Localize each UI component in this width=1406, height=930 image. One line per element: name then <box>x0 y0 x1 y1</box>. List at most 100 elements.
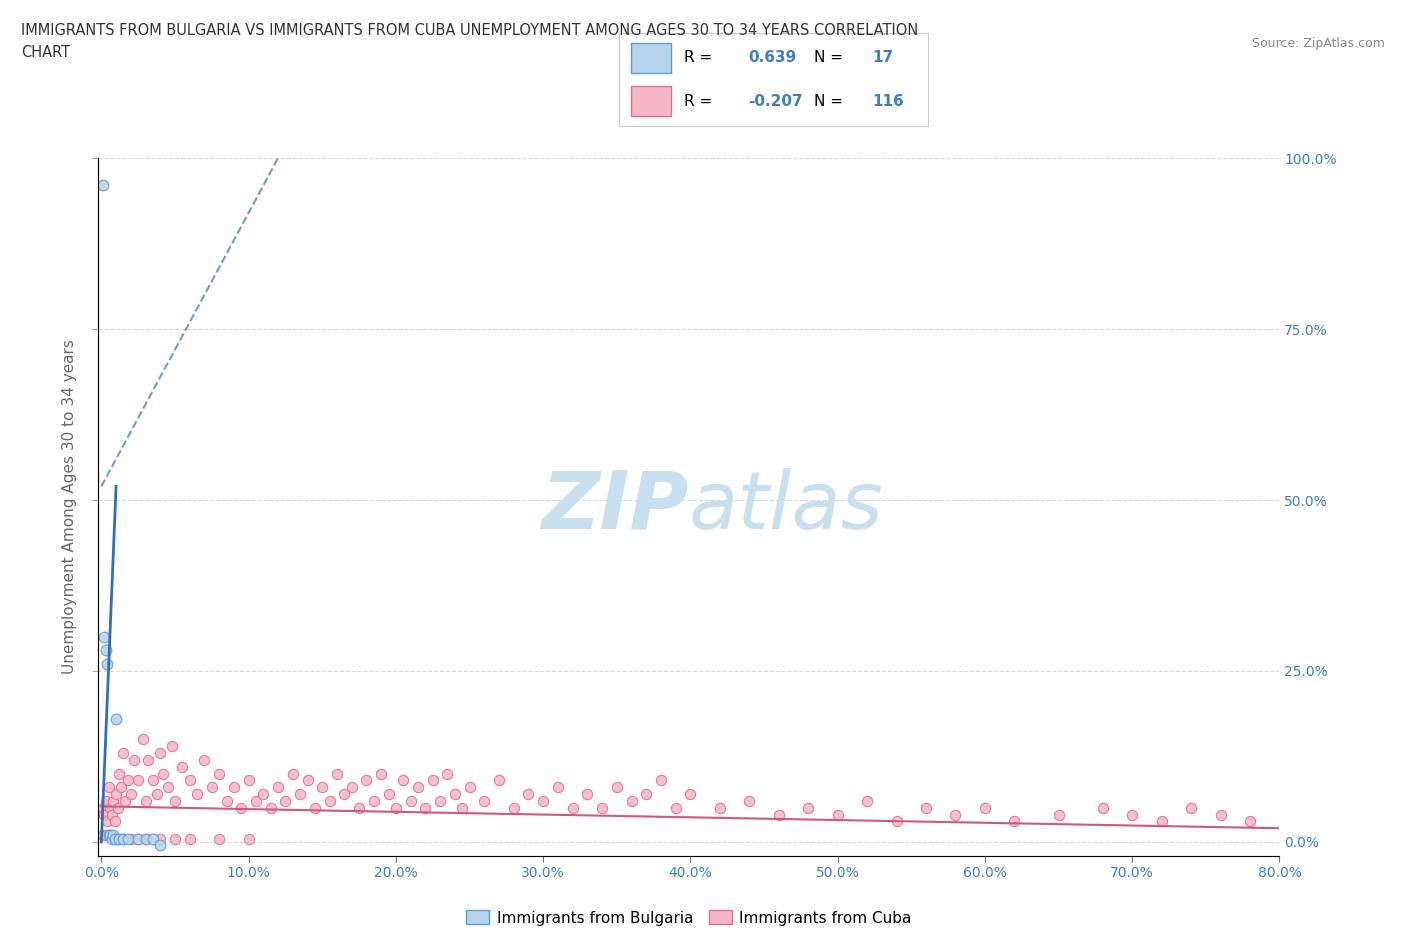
Point <box>238 773 260 788</box>
Point <box>591 801 613 816</box>
Point <box>146 787 169 802</box>
Point <box>127 831 149 846</box>
Text: 17: 17 <box>872 50 893 65</box>
Point <box>149 831 172 846</box>
Point <box>156 779 179 794</box>
Text: R =: R = <box>683 94 711 109</box>
Point <box>98 828 121 843</box>
Point <box>108 766 131 781</box>
Point <box>333 787 356 802</box>
Text: IMMIGRANTS FROM BULGARIA VS IMMIGRANTS FROM CUBA UNEMPLOYMENT AMONG AGES 30 TO 3: IMMIGRANTS FROM BULGARIA VS IMMIGRANTS F… <box>21 23 918 38</box>
Point <box>94 828 117 843</box>
Text: N =: N = <box>814 50 842 65</box>
Point <box>94 643 117 658</box>
Point <box>179 831 201 846</box>
Point <box>160 738 183 753</box>
Point <box>201 779 224 794</box>
Point <box>281 766 304 781</box>
Point <box>561 801 583 816</box>
Point <box>108 831 131 846</box>
Point <box>1002 814 1025 829</box>
Point <box>117 831 139 846</box>
Point <box>152 766 174 781</box>
Point <box>135 831 157 846</box>
Point <box>108 831 131 846</box>
Text: Source: ZipAtlas.com: Source: ZipAtlas.com <box>1251 37 1385 50</box>
Point <box>827 807 849 822</box>
Y-axis label: Unemployment Among Ages 30 to 34 years: Unemployment Among Ages 30 to 34 years <box>62 339 77 674</box>
Legend: Immigrants from Bulgaria, Immigrants from Cuba: Immigrants from Bulgaria, Immigrants fro… <box>460 904 918 930</box>
Point <box>97 779 120 794</box>
Point <box>101 828 124 843</box>
Point <box>318 793 340 808</box>
Point <box>451 801 474 816</box>
Point <box>172 759 194 774</box>
Point <box>1121 807 1143 822</box>
Point <box>340 779 363 794</box>
Point <box>96 657 118 671</box>
Point <box>112 746 135 761</box>
Point <box>288 787 311 802</box>
Point <box>91 178 114 193</box>
Text: 0.639: 0.639 <box>748 50 797 65</box>
Point <box>1150 814 1173 829</box>
Point <box>347 801 370 816</box>
Point <box>131 732 153 747</box>
Point <box>245 793 267 808</box>
Point <box>98 828 121 843</box>
Point <box>138 752 160 767</box>
Point <box>356 773 378 788</box>
Point <box>149 746 172 761</box>
Point <box>208 831 231 846</box>
Point <box>665 801 688 816</box>
Point <box>1239 814 1261 829</box>
Point <box>98 801 121 816</box>
Point <box>458 779 481 794</box>
Point <box>620 793 643 808</box>
Point <box>436 766 458 781</box>
Point <box>104 831 127 846</box>
Point <box>163 831 186 846</box>
Point <box>238 831 260 846</box>
Point <box>149 838 172 853</box>
Point <box>304 801 326 816</box>
Point <box>100 807 122 822</box>
Point <box>1209 807 1232 822</box>
Text: 116: 116 <box>872 94 904 109</box>
Point <box>120 787 142 802</box>
Point <box>429 793 451 808</box>
Point <box>945 807 967 822</box>
Point <box>274 793 297 808</box>
Point <box>311 779 333 794</box>
Text: -0.207: -0.207 <box>748 94 803 109</box>
Point <box>576 787 599 802</box>
Point <box>163 793 186 808</box>
Point <box>392 773 415 788</box>
Point <box>107 801 129 816</box>
Point <box>222 779 245 794</box>
Point <box>797 801 820 816</box>
Point <box>135 831 157 846</box>
Point <box>215 793 238 808</box>
Point <box>738 793 761 808</box>
Point <box>636 787 658 802</box>
Point <box>1047 807 1070 822</box>
Point <box>679 787 702 802</box>
Point <box>443 787 465 802</box>
Point <box>370 766 392 781</box>
Text: R =: R = <box>683 50 711 65</box>
Point <box>117 773 139 788</box>
Point <box>1180 801 1202 816</box>
Point <box>104 814 127 829</box>
Point <box>93 807 115 822</box>
Point <box>208 766 231 781</box>
Text: atlas: atlas <box>689 468 884 546</box>
Point <box>517 787 540 802</box>
Point <box>406 779 429 794</box>
Point <box>179 773 201 788</box>
Point <box>531 793 554 808</box>
Point <box>91 828 114 843</box>
Point <box>768 807 790 822</box>
Point <box>96 814 118 829</box>
Point <box>363 793 385 808</box>
